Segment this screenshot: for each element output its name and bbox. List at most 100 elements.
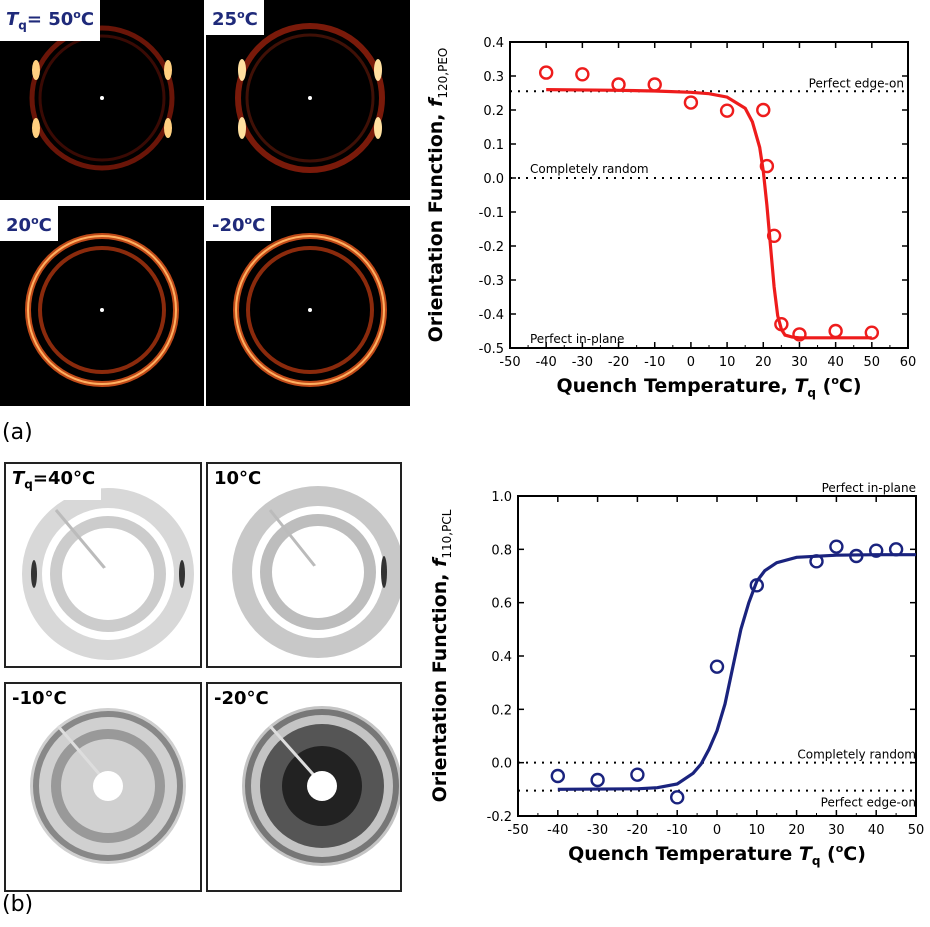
chart-b-xtick-label-3: -20 [627, 823, 648, 838]
chart-b-data-point-9 [869, 543, 884, 558]
saxs-image-b3: -10°C [4, 682, 202, 892]
saxs-image-b2: 10°C [206, 462, 402, 668]
chart-b-xtick-label-1: -40 [547, 823, 568, 838]
chart-a-xtick-label-7: 20 [755, 355, 772, 370]
chart-b-reference-label-2: Perfect edge-on [821, 796, 916, 810]
saxs-image-a3: 20oC [0, 206, 204, 406]
panel-label-a: (a) [2, 420, 33, 445]
diffraction-pattern-b2 [232, 486, 400, 658]
image-label-b4: -20°C [208, 684, 275, 714]
chart-b-svg: Perfect in-plane Completely random Perfect… [429, 481, 925, 868]
chart-a-data-point-6 [756, 102, 771, 118]
image-label-b1: Tq=40°C [6, 464, 102, 500]
chart-a-data-point-3 [647, 77, 662, 92]
chart-a-ytick-label-0: -0.5 [479, 342, 504, 357]
saxs-image-a1: Tq= 50oC [0, 0, 204, 200]
chart-b-ytick-label-5: 0.8 [491, 543, 512, 558]
chart-a-xtick-label-0: -50 [499, 355, 520, 370]
chart-b-plot-frame [517, 495, 917, 817]
saxs-image-b1: Tq=40°C [4, 462, 202, 668]
chart-b-xtick-label-10: 50 [908, 823, 925, 838]
chart-b-xtick-label-9: 40 [868, 823, 885, 838]
chart-a-reference-label-1: Completely random [530, 162, 649, 176]
chart-a-reference-label-0: Perfect edge-on [809, 76, 904, 90]
image-label-a1: Tq= 50oC [0, 0, 101, 41]
chart-a-data-point-1 [575, 67, 590, 82]
chart-a-y-axis-label: Orientation Function, f120,PEO [425, 48, 450, 343]
chart-b-data-point-5 [749, 578, 764, 593]
chart-b-xtick-label-8: 30 [828, 823, 845, 838]
diffraction-pattern-a2 [235, 23, 385, 173]
chart-a-xtick-label-8: 30 [791, 355, 808, 370]
chart-b-data-point-2 [630, 767, 645, 782]
diffraction-pattern-b4 [242, 706, 400, 866]
chart-a-ytick-label-7: 0.2 [483, 104, 504, 119]
chart-b-data-point-3 [670, 790, 685, 805]
diffraction-pattern-a4 [233, 233, 387, 387]
chart-a-xtick-label-5: 0 [687, 355, 695, 370]
chart-b-ytick-label-4: 0.6 [491, 597, 512, 612]
chart-b-xtick-label-6: 10 [749, 823, 766, 838]
chart-b-xtick-label-2: -30 [587, 823, 608, 838]
chart-a-data-point-0 [538, 65, 554, 80]
chart-a-ytick-label-4: -0.1 [479, 206, 504, 221]
panel-label-b: (b) [2, 892, 34, 917]
chart-a-xtick-label-9: 40 [827, 355, 844, 370]
saxs-image-b4: -20°C [206, 682, 402, 892]
chart-a-ytick-label-5: 0.0 [483, 172, 504, 187]
chart-a-data-point-9 [774, 317, 789, 332]
chart-a-xtick-label-11: 60 [900, 355, 917, 370]
saxs-image-a4: -20oC [206, 206, 410, 406]
image-label-b3: -10°C [6, 684, 73, 714]
chart-b-fit-line [557, 553, 916, 791]
chart-b-data-point-4 [709, 659, 725, 674]
diffraction-pattern-a3 [25, 233, 179, 387]
chart-b-ytick-label-0: -0.2 [487, 810, 512, 825]
chart-a-data-point-12 [864, 325, 880, 340]
chart-a-data-point-2 [611, 77, 626, 92]
chart-b-data-point-6 [809, 554, 824, 569]
chart-a-ytick-label-8: 0.3 [483, 70, 504, 85]
chart-a-ytick-label-3: -0.2 [479, 240, 504, 255]
chart-b-ytick-label-1: 0.0 [491, 757, 512, 772]
chart-a-orientation-pe0: Perfect edge-on Completely random Perfect … [420, 0, 930, 440]
chart-b-y-axis-label: Orientation Function, f110,PCL [429, 509, 454, 802]
chart-b-data-point-8 [849, 548, 864, 564]
saxs-image-a2: 25oC [206, 0, 410, 200]
image-label-a3: 20oC [0, 206, 58, 241]
diffraction-pattern-b3 [30, 708, 186, 864]
chart-b-ytick-label-6: 1.0 [491, 490, 512, 505]
chart-b-xtick-label-7: 20 [788, 823, 805, 838]
chart-b-reference-label-1: Completely random [797, 748, 916, 762]
chart-a-data-point-5 [719, 103, 735, 118]
chart-a-xtick-label-4: -10 [644, 355, 665, 370]
chart-b-x-axis-label: Quench Temperature Tq (oC) [568, 842, 866, 868]
chart-b-ytick-label-3: 0.4 [491, 650, 512, 665]
image-label-b2: 10°C [208, 464, 268, 494]
chart-a-ytick-label-1: -0.4 [479, 308, 504, 323]
diffraction-pattern-b1 [22, 488, 194, 660]
chart-b-ytick-label-2: 0.2 [491, 703, 512, 718]
chart-a-xtick-label-2: -30 [572, 355, 593, 370]
chart-a-xtick-label-3: -20 [608, 355, 629, 370]
chart-a-x-axis-label: Quench Temperature, Tq (oC) [556, 374, 861, 400]
chart-b-xtick-label-4: -10 [667, 823, 688, 838]
chart-a-fit-line [546, 88, 872, 340]
diffraction-pattern-a1 [29, 25, 175, 171]
chart-a-data-point-8 [766, 228, 782, 244]
chart-a-data-point-10 [792, 327, 807, 342]
image-label-a2: 25oC [206, 0, 264, 35]
chart-b-xtick-label-5: 0 [713, 823, 721, 838]
chart-a-ytick-label-2: -0.3 [479, 274, 504, 289]
chart-a-ytick-label-6: 0.1 [483, 138, 504, 153]
chart-b-data-point-7 [829, 539, 844, 554]
chart-b-data-point-10 [888, 542, 904, 557]
chart-a-xtick-label-10: 50 [864, 355, 881, 370]
chart-a-ytick-label-9: 0.4 [483, 36, 504, 51]
chart-a-reference-label-2: Perfect in-plane [530, 332, 624, 346]
chart-a-xtick-label-1: -40 [536, 355, 557, 370]
chart-b-reference-label-0: Perfect in-plane [822, 481, 916, 495]
chart-b-xtick-label-0: -50 [507, 823, 528, 838]
chart-a-xtick-label-6: 10 [719, 355, 736, 370]
image-label-a4: -20oC [206, 206, 272, 241]
